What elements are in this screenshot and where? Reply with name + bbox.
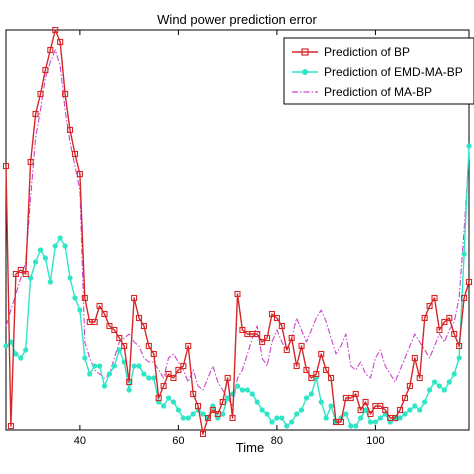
data-point xyxy=(146,375,151,380)
data-point xyxy=(309,391,314,396)
data-point xyxy=(67,275,72,280)
data-point xyxy=(358,415,363,420)
data-point xyxy=(161,403,166,408)
data-point xyxy=(72,295,77,300)
legend-label-emd-ma-bp: Prediction of EMD-MA-BP xyxy=(324,65,463,79)
x-tick-label: 40 xyxy=(74,435,86,447)
data-point xyxy=(260,407,265,412)
data-point xyxy=(373,419,378,424)
x-axis-label: Time xyxy=(236,440,264,455)
data-point xyxy=(127,387,132,392)
data-point xyxy=(136,363,141,368)
data-point xyxy=(102,383,107,388)
data-point xyxy=(97,363,102,368)
data-point xyxy=(412,403,417,408)
data-point xyxy=(417,407,422,412)
data-point xyxy=(131,363,136,368)
data-point xyxy=(92,363,97,368)
data-point xyxy=(43,255,48,260)
data-point xyxy=(220,411,225,416)
data-point xyxy=(304,395,309,400)
data-point xyxy=(461,251,466,256)
data-point xyxy=(324,415,329,420)
x-tick-label: 60 xyxy=(172,435,184,447)
data-point xyxy=(264,411,269,416)
data-point xyxy=(240,387,245,392)
legend-marker-emd-ma-bp xyxy=(302,69,308,75)
data-point xyxy=(141,371,146,376)
data-point xyxy=(245,387,250,392)
data-point xyxy=(279,415,284,420)
data-point xyxy=(378,415,383,420)
data-point xyxy=(235,383,240,388)
data-point xyxy=(269,419,274,424)
data-point xyxy=(407,407,412,412)
data-point xyxy=(117,347,122,352)
data-point xyxy=(18,355,23,360)
data-point xyxy=(432,379,437,384)
data-point xyxy=(176,407,181,412)
data-point xyxy=(171,399,176,404)
data-point xyxy=(284,423,289,428)
legend-label-ma-bp: Prediction of MA-BP xyxy=(324,85,432,99)
chart-title: Wind power prediction error xyxy=(157,12,317,27)
data-point xyxy=(447,379,452,384)
data-point xyxy=(255,399,260,404)
data-point xyxy=(77,307,82,312)
data-point xyxy=(452,371,457,376)
data-point xyxy=(294,411,299,416)
data-point xyxy=(250,391,255,396)
data-point xyxy=(200,411,205,416)
data-point xyxy=(289,419,294,424)
data-point xyxy=(191,411,196,416)
data-point xyxy=(181,415,186,420)
x-tick-label: 100 xyxy=(366,435,384,447)
data-point xyxy=(353,423,358,428)
data-point xyxy=(53,243,58,248)
legend: Prediction of BP Prediction of EMD-MA-BP… xyxy=(284,38,474,104)
data-point xyxy=(348,423,353,428)
data-point xyxy=(343,411,348,416)
data-point xyxy=(437,383,442,388)
legend-label-bp: Prediction of BP xyxy=(324,45,410,59)
data-point xyxy=(427,387,432,392)
data-point xyxy=(38,247,43,252)
data-point xyxy=(166,395,171,400)
data-point xyxy=(442,387,447,392)
data-point xyxy=(299,407,304,412)
data-point xyxy=(63,243,68,248)
data-point xyxy=(230,391,235,396)
data-point xyxy=(457,355,462,360)
data-point xyxy=(28,275,33,280)
data-point xyxy=(87,371,92,376)
data-point xyxy=(48,279,53,284)
data-point xyxy=(466,143,471,148)
data-point xyxy=(107,371,112,376)
data-point xyxy=(402,411,407,416)
data-point xyxy=(82,355,87,360)
data-point xyxy=(368,419,373,424)
data-point xyxy=(328,403,333,408)
x-tick-label: 80 xyxy=(271,435,283,447)
data-point xyxy=(319,399,324,404)
data-point xyxy=(33,259,38,264)
data-point xyxy=(3,343,8,348)
data-point xyxy=(186,415,191,420)
data-point xyxy=(274,415,279,420)
data-point xyxy=(422,399,427,404)
data-point xyxy=(58,235,63,240)
data-point xyxy=(13,351,18,356)
data-point xyxy=(23,347,28,352)
data-point xyxy=(112,363,117,368)
data-point xyxy=(397,415,402,420)
